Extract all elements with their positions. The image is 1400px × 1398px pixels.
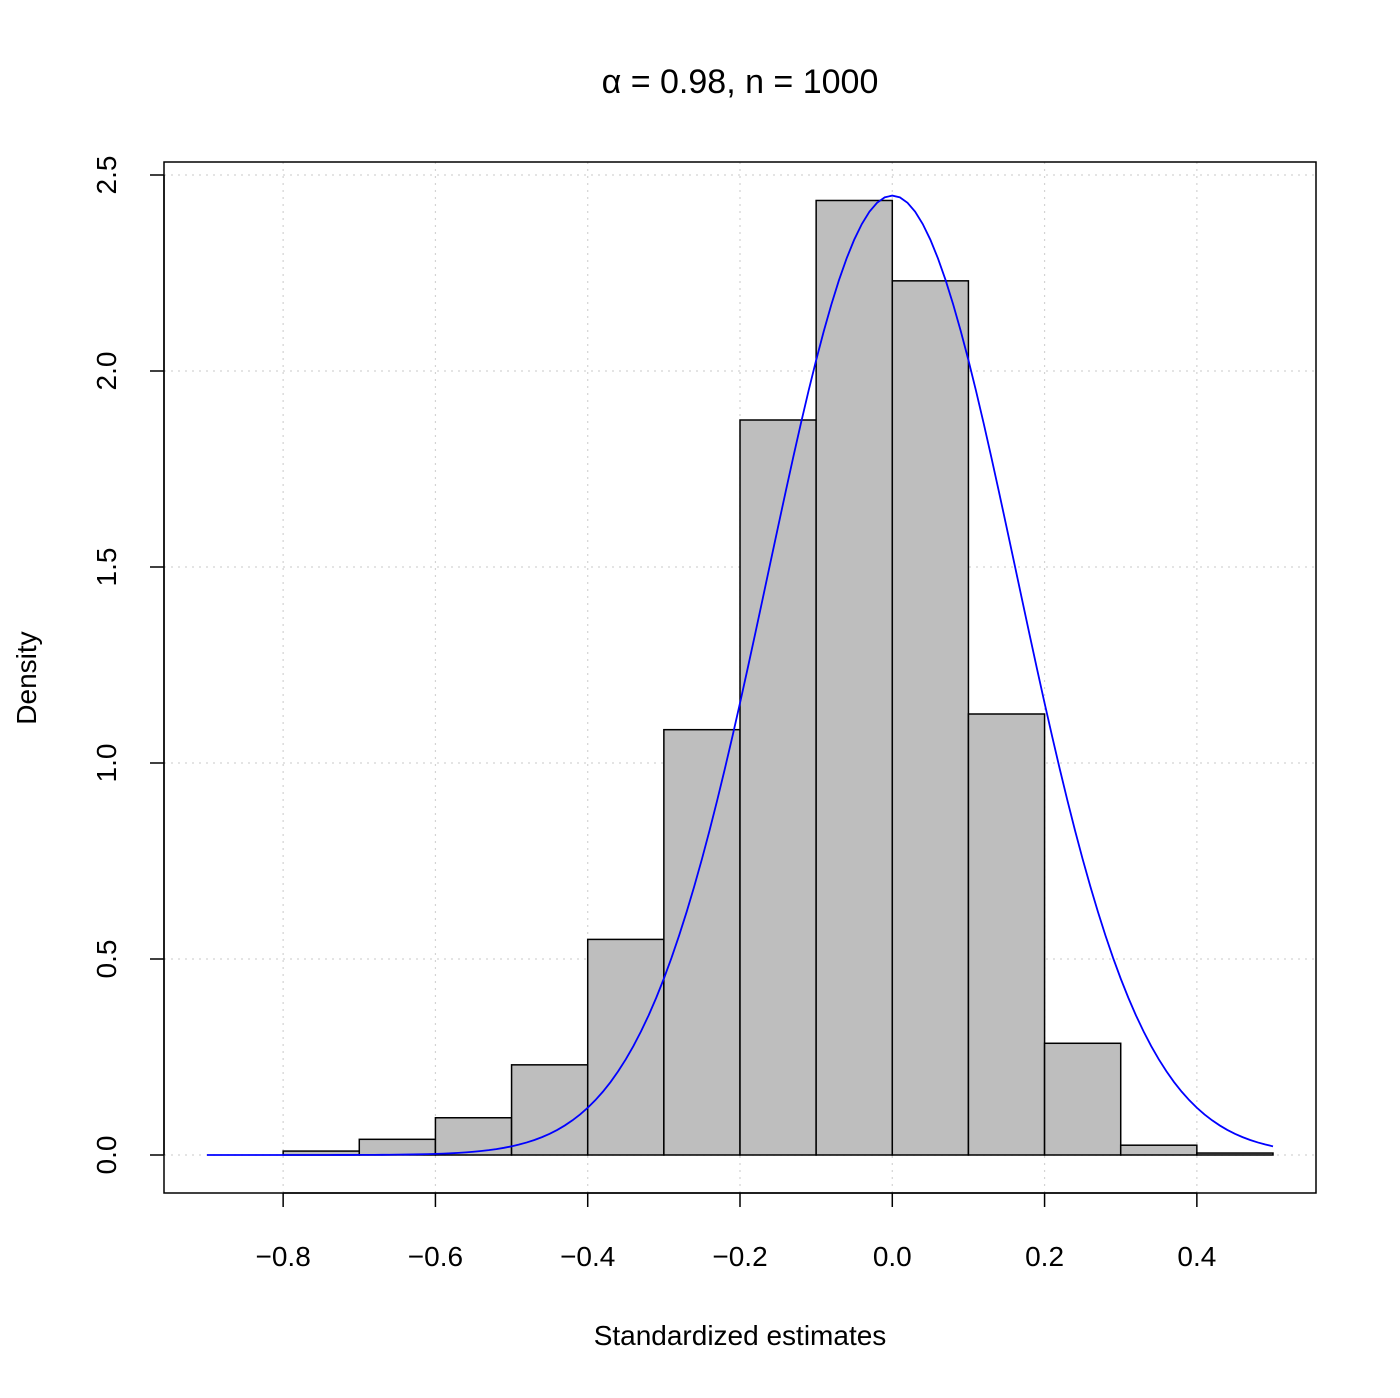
x-axis-label: Standardized estimates — [594, 1320, 887, 1351]
histogram-bar — [663, 728, 741, 1156]
histogram-bar — [510, 1064, 589, 1156]
density-curve — [207, 194, 1274, 1156]
histogram-bar — [358, 1138, 437, 1156]
y-tick-label: 0.0 — [91, 1136, 122, 1175]
x-tick-label: −0.2 — [712, 1241, 767, 1272]
y-axis: 0.0 0.5 1.0 1.5 2.0 2.5 — [91, 156, 165, 1175]
histogram-bar — [586, 938, 665, 1156]
histogram-bar — [891, 280, 970, 1156]
x-tick-label: −0.4 — [560, 1241, 615, 1272]
histogram-bar — [1043, 1042, 1122, 1156]
x-axis: −0.8 −0.6 −0.4 −0.2 0.0 0.2 0.4 — [256, 1192, 1216, 1272]
x-tick-label: −0.6 — [408, 1241, 463, 1272]
histogram-bar — [967, 713, 1046, 1156]
normal-density-line — [207, 194, 1274, 1156]
y-tick-label: 1.0 — [91, 744, 122, 783]
x-tick-label: −0.8 — [256, 1241, 311, 1272]
y-tick-label: 2.0 — [91, 352, 122, 391]
x-tick-label: 0.2 — [1025, 1241, 1064, 1272]
histogram-bar — [1196, 1152, 1274, 1156]
histogram-bar — [434, 1117, 513, 1156]
y-tick-label: 2.5 — [91, 156, 122, 195]
histogram-bar — [1119, 1144, 1198, 1156]
histogram-bars — [282, 199, 1274, 1156]
y-tick-label: 0.5 — [91, 940, 122, 979]
histogram-bar — [815, 199, 894, 1156]
y-tick-label: 1.5 — [91, 548, 122, 587]
histogram-bar — [739, 419, 817, 1156]
y-axis-label: Density — [11, 631, 42, 724]
x-tick-label: 0.4 — [1177, 1241, 1216, 1272]
x-tick-label: 0.0 — [873, 1241, 912, 1272]
chart-title: α = 0.98, n = 1000 — [602, 63, 879, 101]
